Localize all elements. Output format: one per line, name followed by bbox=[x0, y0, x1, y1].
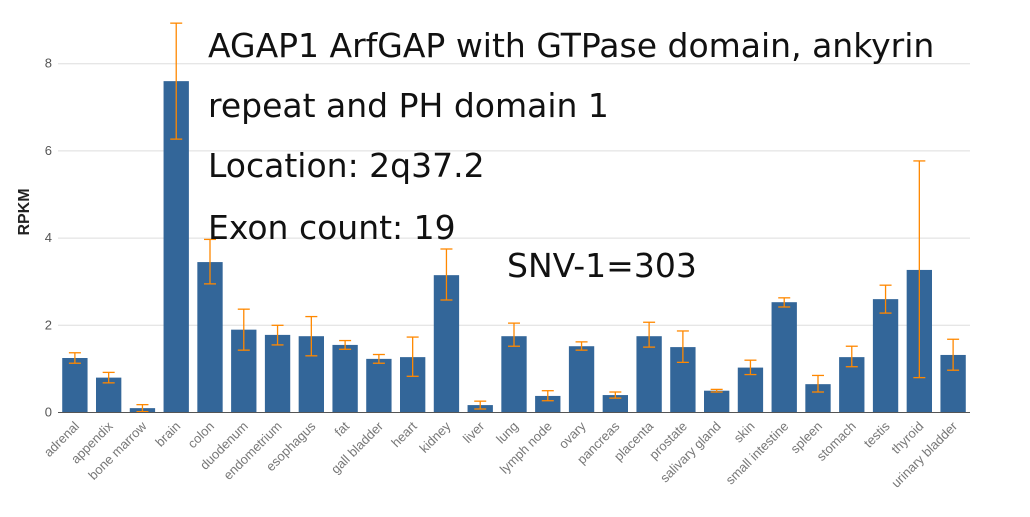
bar bbox=[704, 390, 730, 413]
bar bbox=[197, 262, 223, 413]
bar bbox=[636, 336, 662, 413]
bar bbox=[264, 334, 291, 413]
x-tick-label: liver bbox=[460, 418, 488, 446]
location-label: Location: 2q37.2 bbox=[208, 146, 485, 185]
bars bbox=[62, 81, 966, 413]
bar bbox=[501, 336, 527, 413]
bar bbox=[62, 358, 88, 413]
x-tick-label: kidney bbox=[416, 418, 454, 456]
y-tick-label: 4 bbox=[45, 230, 52, 245]
y-tick-label: 8 bbox=[45, 56, 52, 71]
y-axis-label: RPKM bbox=[16, 188, 33, 235]
y-axis-ticks: 0 2 4 6 8 bbox=[45, 56, 52, 420]
y-tick-label: 6 bbox=[45, 143, 52, 158]
bar bbox=[332, 344, 358, 413]
y-tick-label: 2 bbox=[45, 317, 52, 332]
bar bbox=[535, 395, 561, 413]
bar bbox=[872, 299, 899, 413]
x-tick-label: skin bbox=[731, 419, 758, 446]
gene-title-line-1: AGAP1 ArfGAP with GTPase domain, ankyrin bbox=[208, 26, 934, 65]
annotation-block: AGAP1 ArfGAP with GTPase domain, ankyrin… bbox=[208, 26, 934, 285]
bar bbox=[602, 395, 628, 413]
bar bbox=[771, 302, 797, 413]
bar bbox=[366, 358, 392, 413]
exon-count-label: Exon count: 19 bbox=[208, 208, 456, 247]
gene-title-line-2: repeat and PH domain 1 bbox=[208, 86, 609, 125]
x-tick-label: brain bbox=[152, 419, 183, 450]
x-tick-label: lung bbox=[493, 419, 521, 447]
snv-count-label: SNV-1=303 bbox=[507, 246, 697, 285]
x-tick-label: fat bbox=[331, 418, 352, 439]
bar bbox=[568, 346, 595, 413]
error-bars bbox=[68, 22, 960, 413]
y-tick-label: 0 bbox=[45, 405, 52, 420]
